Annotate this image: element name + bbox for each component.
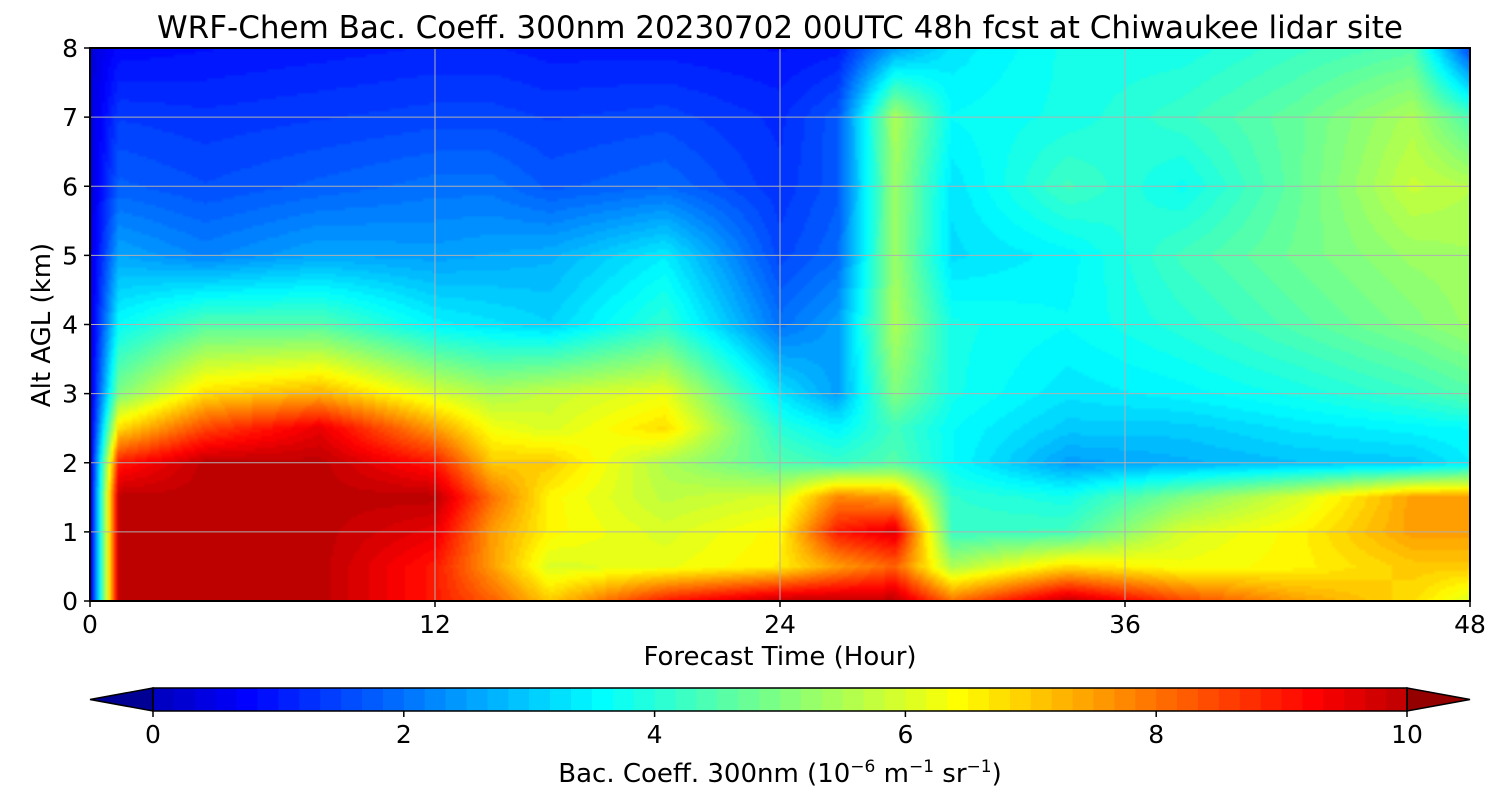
y-tick-label: 2 xyxy=(62,449,78,478)
colorbar-cell xyxy=(884,688,906,711)
colorbar-cell xyxy=(257,688,279,711)
colorbar-cell xyxy=(696,688,718,711)
colorbar-tick-label: 2 xyxy=(396,720,412,749)
colorbar-ticks: 0 2 4 6 8 10 xyxy=(145,711,1423,749)
colorbar-gradient xyxy=(153,688,1408,711)
colorbar-cell xyxy=(1386,688,1408,711)
colorbar-tick-label: 10 xyxy=(1391,720,1423,749)
colorbar-tick-label: 6 xyxy=(897,720,913,749)
colorbar-cell xyxy=(738,688,760,711)
colorbar-cell xyxy=(1344,688,1366,711)
colorbar-cell xyxy=(717,688,739,711)
y-tick-label: 0 xyxy=(62,587,78,616)
colorbar-cell xyxy=(800,688,823,711)
colorbar-cell xyxy=(299,688,321,711)
colorbar-cell xyxy=(382,688,405,711)
x-tick-label: 48 xyxy=(1454,610,1486,639)
colorbar-cell xyxy=(424,688,447,711)
colorbar-cell xyxy=(1156,688,1178,711)
colorbar-cell xyxy=(466,688,488,711)
colorbar-cell xyxy=(759,688,781,711)
colorbar-cell xyxy=(1072,688,1095,711)
colorbar-cell xyxy=(550,688,572,711)
colorbar-cell xyxy=(194,688,217,711)
colorbar-cell xyxy=(508,688,530,711)
plot-area xyxy=(89,47,1471,602)
colorbar-cell xyxy=(1051,688,1074,711)
colorbar-cell xyxy=(821,688,844,711)
y-tick-label: 5 xyxy=(62,241,78,270)
colorbar-cell xyxy=(362,688,384,711)
x-tick-label: 0 xyxy=(82,610,98,639)
colorbar-cell xyxy=(1323,688,1345,711)
x-tick-label: 12 xyxy=(419,610,451,639)
y-tick-label: 7 xyxy=(62,103,78,132)
colorbar-cell xyxy=(1281,688,1304,711)
colorbar-cell xyxy=(863,688,886,711)
colorbar-cell xyxy=(1239,688,1262,711)
colorbar-cell xyxy=(529,688,551,711)
colorbar-frame xyxy=(152,687,1408,712)
colorbar-cell xyxy=(341,688,363,711)
colorbar-cell xyxy=(320,688,342,711)
y-tick-label: 6 xyxy=(62,172,78,201)
x-axis-label: Forecast Time (Hour) xyxy=(643,642,916,672)
colorbar-cell xyxy=(1030,688,1053,711)
colorbar-cell xyxy=(1260,688,1283,711)
colorbar: 0 2 4 6 8 10 Bac. Coeff. 300nm (10−6 m−1 sr−1… xyxy=(89,687,1471,789)
colorbar-cell xyxy=(612,688,635,711)
colorbar-cell xyxy=(571,688,593,711)
colorbar-cell xyxy=(1009,688,1032,711)
colorbar-cell xyxy=(278,688,300,711)
colorbar-label: Bac. Coeff. 300nm (10−6 m−1 sr−1) xyxy=(558,757,1001,789)
colorbar-cell xyxy=(173,688,196,711)
x-axis: 0 12 24 36 48 xyxy=(82,601,1486,639)
colorbar-cell xyxy=(1198,688,1220,711)
colorbar-cell xyxy=(487,688,509,711)
colorbar-cell xyxy=(842,688,865,711)
colorbar-cell xyxy=(968,688,990,711)
colorbar-extend-high xyxy=(1406,687,1471,712)
colorbar-cell xyxy=(153,688,175,711)
colorbar-cell xyxy=(1218,688,1241,711)
y-tick-label: 1 xyxy=(62,518,78,547)
colorbar-cell xyxy=(591,688,614,711)
colorbar-cell xyxy=(236,688,259,711)
colorbar-tick-label: 0 xyxy=(145,720,161,749)
colorbar-tick-label: 8 xyxy=(1148,720,1164,749)
colorbar-tick-label: 4 xyxy=(647,720,663,749)
colorbar-cell xyxy=(1093,688,1115,711)
colorbar-cell xyxy=(675,688,697,711)
y-tick-label: 8 xyxy=(62,34,78,63)
colorbar-cell xyxy=(633,688,656,711)
colorbar-cell xyxy=(1114,688,1136,711)
colorbar-cell xyxy=(989,688,1011,711)
x-tick-label: 36 xyxy=(1109,610,1141,639)
colorbar-cell xyxy=(654,688,677,711)
colorbar-cell xyxy=(926,688,948,711)
y-axis-label: Alt AGL (km) xyxy=(27,243,57,407)
y-tick-label: 3 xyxy=(62,380,78,409)
colorbar-cell xyxy=(1365,688,1387,711)
x-tick-label: 24 xyxy=(764,610,796,639)
colorbar-extend-low xyxy=(89,687,154,712)
colorbar-cell xyxy=(445,688,468,711)
colorbar-cell xyxy=(1135,688,1157,711)
colorbar-cell xyxy=(947,688,969,711)
colorbar-cell xyxy=(403,688,426,711)
chart-title: WRF-Chem Bac. Coeff. 300nm 20230702 00UT… xyxy=(157,10,1403,46)
colorbar-cell xyxy=(1177,688,1199,711)
y-tick-label: 4 xyxy=(62,311,78,340)
colorbar-cell xyxy=(215,688,238,711)
colorbar-cell xyxy=(905,688,927,711)
colorbar-cell xyxy=(780,688,802,711)
colorbar-cell xyxy=(1302,688,1324,711)
y-axis: 0 1 2 3 4 5 6 7 8 xyxy=(62,34,90,616)
